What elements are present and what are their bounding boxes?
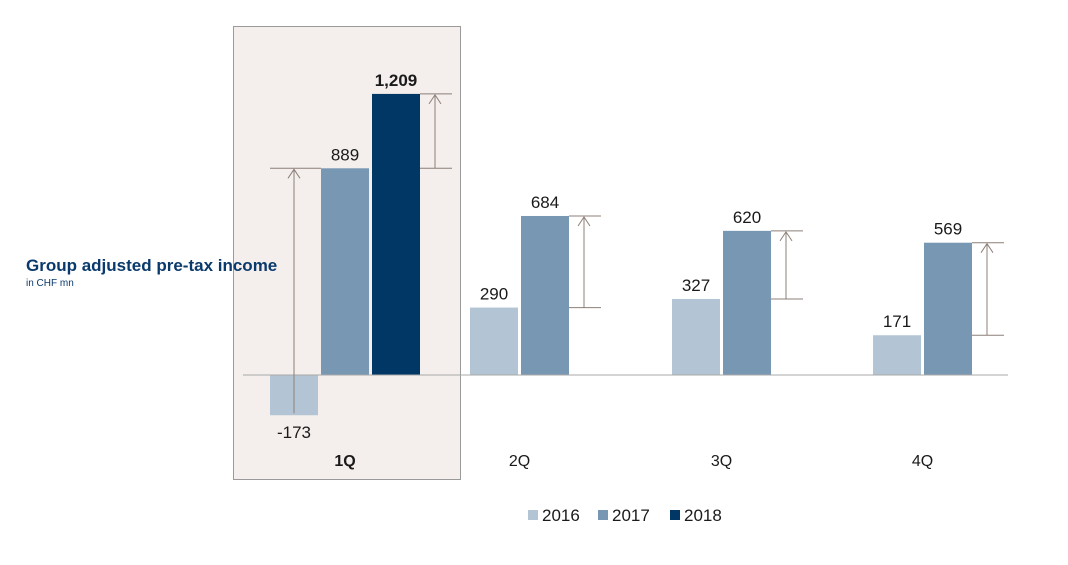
bar-3q-2017 xyxy=(723,230,771,375)
legend-swatch-2017 xyxy=(598,510,608,520)
legend-label-2017: 2017 xyxy=(612,506,650,525)
legend-label-2018: 2018 xyxy=(684,506,722,525)
category-label-2q: 2Q xyxy=(509,453,530,470)
chart-title-block: Group adjusted pre-tax income in CHF mn xyxy=(26,255,277,290)
data-label-1q-2016: -173 xyxy=(277,423,311,442)
category-label-4q: 4Q xyxy=(912,453,933,470)
data-label-4q-2016: 171 xyxy=(883,312,911,331)
bar-3q-2016 xyxy=(672,298,720,375)
legend-swatch-2016 xyxy=(528,510,538,520)
arrow-head-1q-b xyxy=(428,94,442,105)
chart-title: Group adjusted pre-tax income xyxy=(26,256,278,275)
arrow-head-3q xyxy=(779,230,793,242)
arrow-head-2q xyxy=(577,216,591,227)
category-label-1q: 1Q xyxy=(334,453,355,470)
legend-swatch-2018 xyxy=(670,510,680,520)
data-label-2q-2017: 684 xyxy=(531,193,559,212)
data-label-1q-2017: 889 xyxy=(331,145,359,164)
chart-unit-label: in CHF mn xyxy=(26,278,74,289)
data-label-3q-2017: 620 xyxy=(733,208,761,227)
category-label-3q: 3Q xyxy=(711,453,732,470)
data-label-3q-2016: 327 xyxy=(682,276,710,295)
data-label-2q-2016: 290 xyxy=(480,285,508,304)
bar-2q-2016 xyxy=(470,307,518,375)
data-label-4q-2017: 569 xyxy=(934,220,962,239)
bar-1q-2017 xyxy=(321,168,369,375)
bar-2q-2017 xyxy=(521,215,569,375)
data-label-1q-2018: 1,209 xyxy=(375,71,418,90)
bar-1q-2018 xyxy=(372,93,420,375)
bar-4q-2016 xyxy=(873,335,921,375)
bar-4q-2017 xyxy=(924,242,972,375)
legend-label-2016: 2016 xyxy=(542,506,580,525)
arrow-head-1q-a xyxy=(287,168,301,179)
arrow-head-4q xyxy=(980,242,994,253)
